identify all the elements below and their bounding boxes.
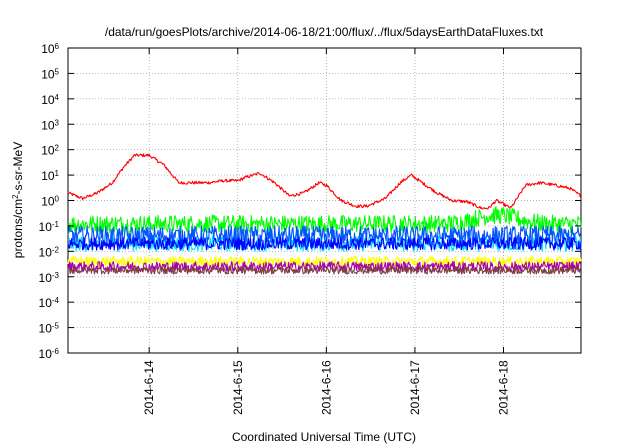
y-ticks: 10-6 10-5 10-4 10-3 10-2 10-1 100 101 102 103 104 1… bbox=[39, 42, 581, 362]
x-tick-label: 2014-6-14 bbox=[142, 360, 156, 415]
y-axis-label: protons/cm2-s-sr-MeV bbox=[11, 142, 26, 258]
y-tick-label: 105 bbox=[41, 67, 59, 82]
series-line bbox=[67, 153, 582, 210]
y-tick-label: 10-5 bbox=[39, 321, 60, 336]
y-axis-label-sup: 2 bbox=[11, 194, 20, 199]
series-group bbox=[67, 153, 582, 275]
series-line bbox=[67, 265, 582, 275]
y-axis-label-rest: -s-sr-MeV bbox=[11, 142, 25, 195]
y-tick-label: 102 bbox=[41, 143, 59, 158]
y-tick-label: 104 bbox=[41, 92, 59, 107]
series-line bbox=[67, 255, 582, 268]
y-tick-label: 10-1 bbox=[39, 219, 60, 234]
x-tick-label: 2014-6-17 bbox=[408, 360, 422, 415]
x-tick-label: 2014-6-18 bbox=[496, 360, 510, 415]
y-tick-label: 10-6 bbox=[39, 347, 60, 362]
y-tick-label: 10-4 bbox=[39, 296, 60, 311]
series-line bbox=[67, 236, 582, 251]
x-axis-label: Coordinated Universal Time (UTC) bbox=[232, 430, 416, 444]
y-tick-label: 10-2 bbox=[39, 245, 60, 260]
y-tick-label: 106 bbox=[41, 42, 59, 57]
x-tick-label: 2014-6-15 bbox=[231, 360, 245, 415]
x-tick-label: 2014-6-16 bbox=[319, 360, 333, 415]
y-tick-label: 101 bbox=[41, 169, 59, 184]
chart-title: /data/run/goesPlots/archive/2014-06-18/2… bbox=[105, 25, 544, 39]
plot-area: 10-6 10-5 10-4 10-3 10-2 10-1 100 101 102 103 104 1… bbox=[39, 42, 582, 415]
y-tick-label: 103 bbox=[41, 118, 59, 133]
y-tick-label: 10-3 bbox=[39, 270, 60, 285]
y-axis-label-base: protons/cm bbox=[11, 199, 25, 258]
x-ticks: 2014-6-14 2014-6-15 2014-6-16 2014-6-17 2014… bbox=[142, 48, 510, 415]
plot-frame bbox=[67, 47, 582, 354]
gridlines bbox=[68, 48, 581, 353]
series-line bbox=[67, 206, 582, 234]
y-tick-label: 100 bbox=[41, 194, 59, 209]
